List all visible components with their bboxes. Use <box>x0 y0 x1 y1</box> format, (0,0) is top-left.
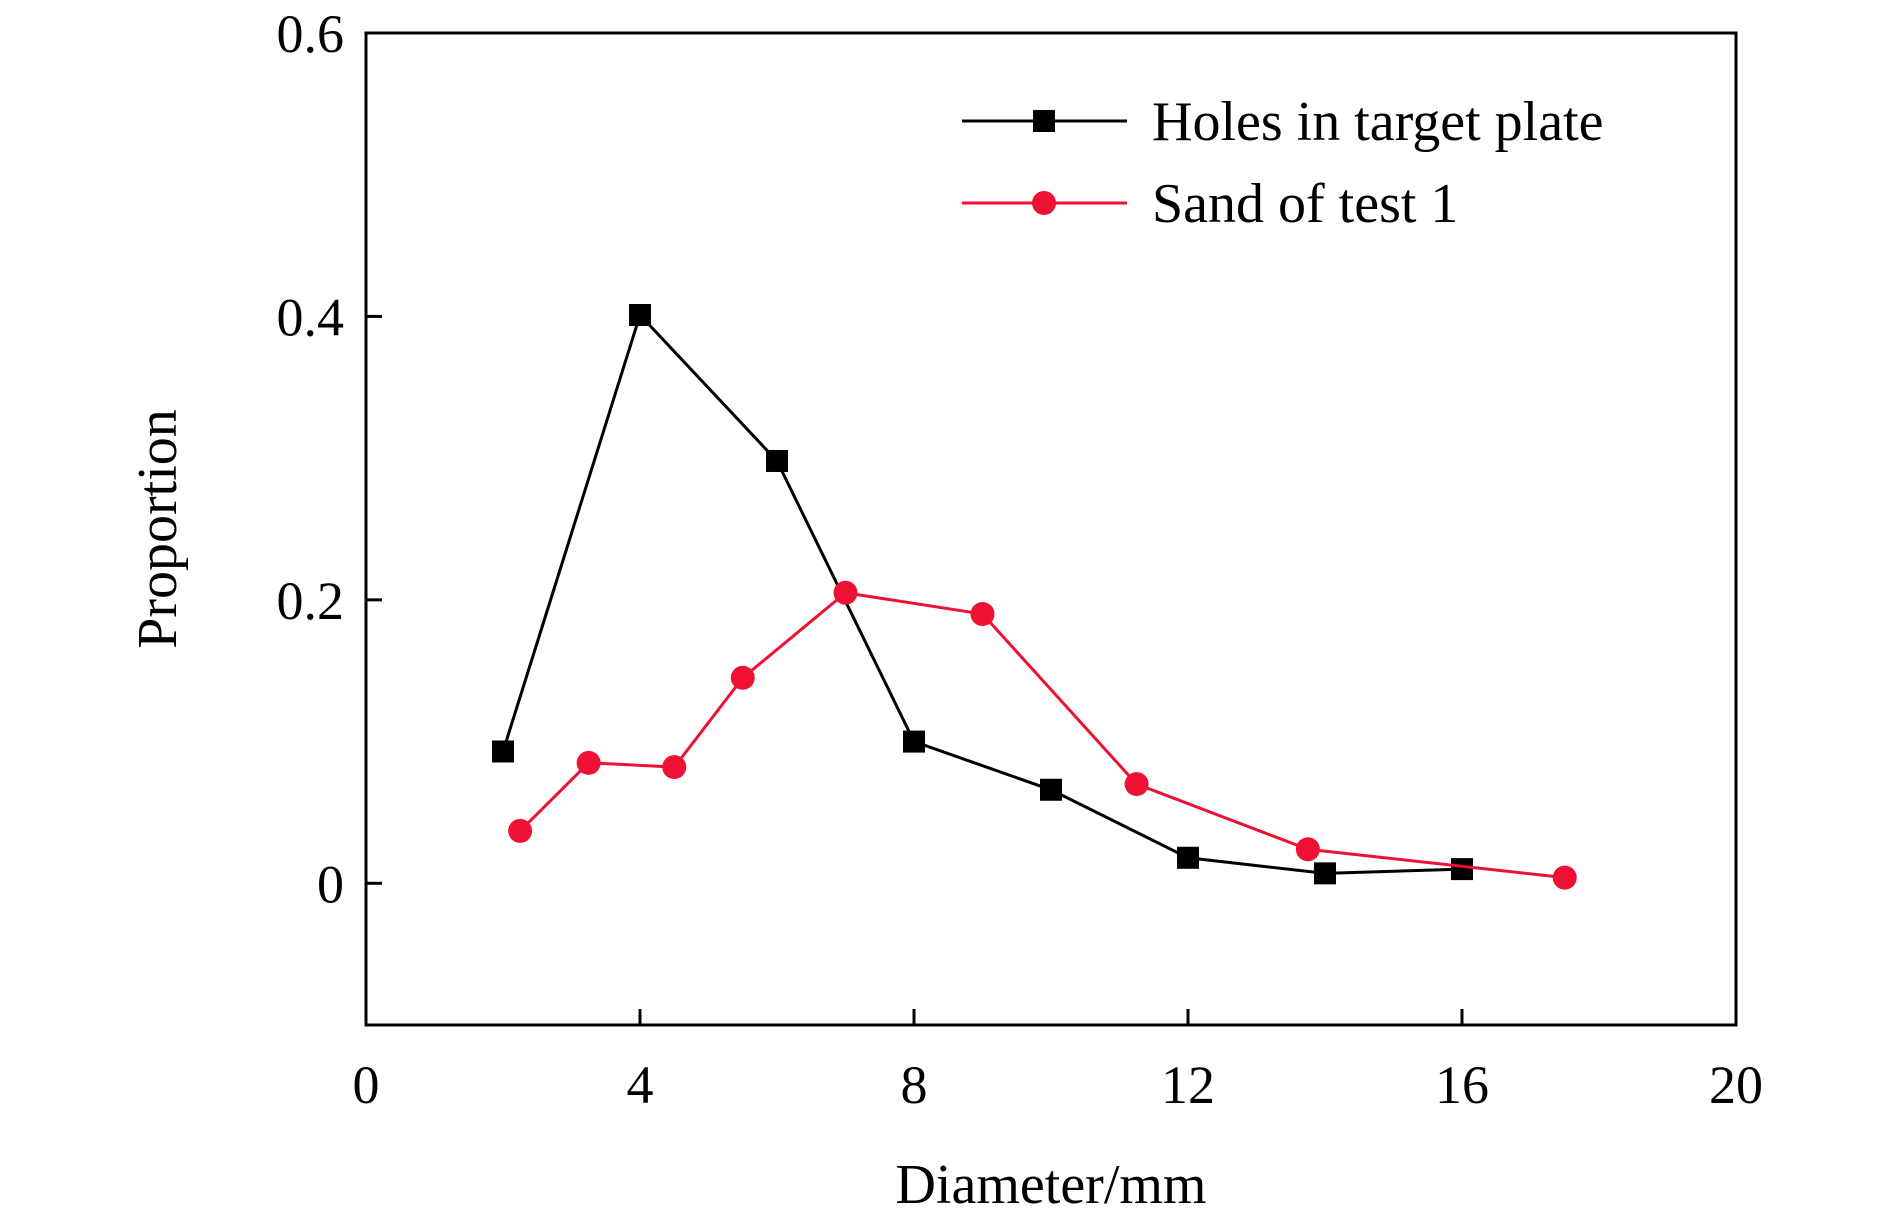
data-point <box>1124 772 1149 797</box>
series-2 <box>508 580 1577 890</box>
data-point <box>492 740 514 763</box>
series-line <box>501 312 1463 875</box>
x-tick-label: 16 <box>1435 1055 1489 1115</box>
series-layer <box>492 304 1577 890</box>
legend-item: Sand of test 1 <box>962 173 1458 235</box>
legend-label: Holes in target plate <box>1152 91 1604 153</box>
legend-label: Sand of test 1 <box>1152 173 1458 235</box>
legend-marker <box>1032 191 1056 215</box>
data-point <box>970 602 995 627</box>
data-point <box>1177 846 1199 869</box>
x-tick-label: 20 <box>1709 1055 1763 1115</box>
x-axis-ticks: 0 4 8 12 16 20 <box>353 1009 1763 1115</box>
legend: Holes in target plate Sand of test 1 <box>962 91 1604 235</box>
data-point <box>662 755 687 780</box>
legend-item: Holes in target plate <box>962 91 1604 153</box>
x-axis-label: Diameter/mm <box>895 1154 1206 1216</box>
x-tick-label: 4 <box>627 1055 654 1115</box>
y-axis-ticks: 0 0.2 0.4 0.6 <box>277 4 382 914</box>
x-tick-label: 12 <box>1161 1055 1215 1115</box>
x-tick-label: 8 <box>901 1055 928 1115</box>
data-point <box>1040 778 1062 801</box>
y-tick-label: 0 <box>317 854 344 914</box>
series-1 <box>492 304 1473 885</box>
series-line <box>519 591 1565 880</box>
y-tick-label: 0.6 <box>277 4 345 64</box>
data-point <box>1295 837 1320 862</box>
data-point <box>629 304 651 327</box>
y-axis-label: Proportion <box>127 409 189 649</box>
data-point <box>1314 862 1336 885</box>
data-point <box>833 580 858 605</box>
data-point <box>730 665 755 690</box>
plot-area-frame <box>364 31 1738 1027</box>
data-point <box>508 818 533 843</box>
data-point <box>766 449 788 472</box>
x-tick-label: 0 <box>353 1055 380 1115</box>
data-point <box>576 750 601 775</box>
data-point <box>903 730 925 753</box>
y-tick-label: 0.2 <box>277 571 345 631</box>
legend-marker <box>1033 110 1055 132</box>
data-point <box>1552 865 1577 890</box>
data-point <box>1451 858 1473 881</box>
y-tick-label: 0.4 <box>277 287 345 347</box>
